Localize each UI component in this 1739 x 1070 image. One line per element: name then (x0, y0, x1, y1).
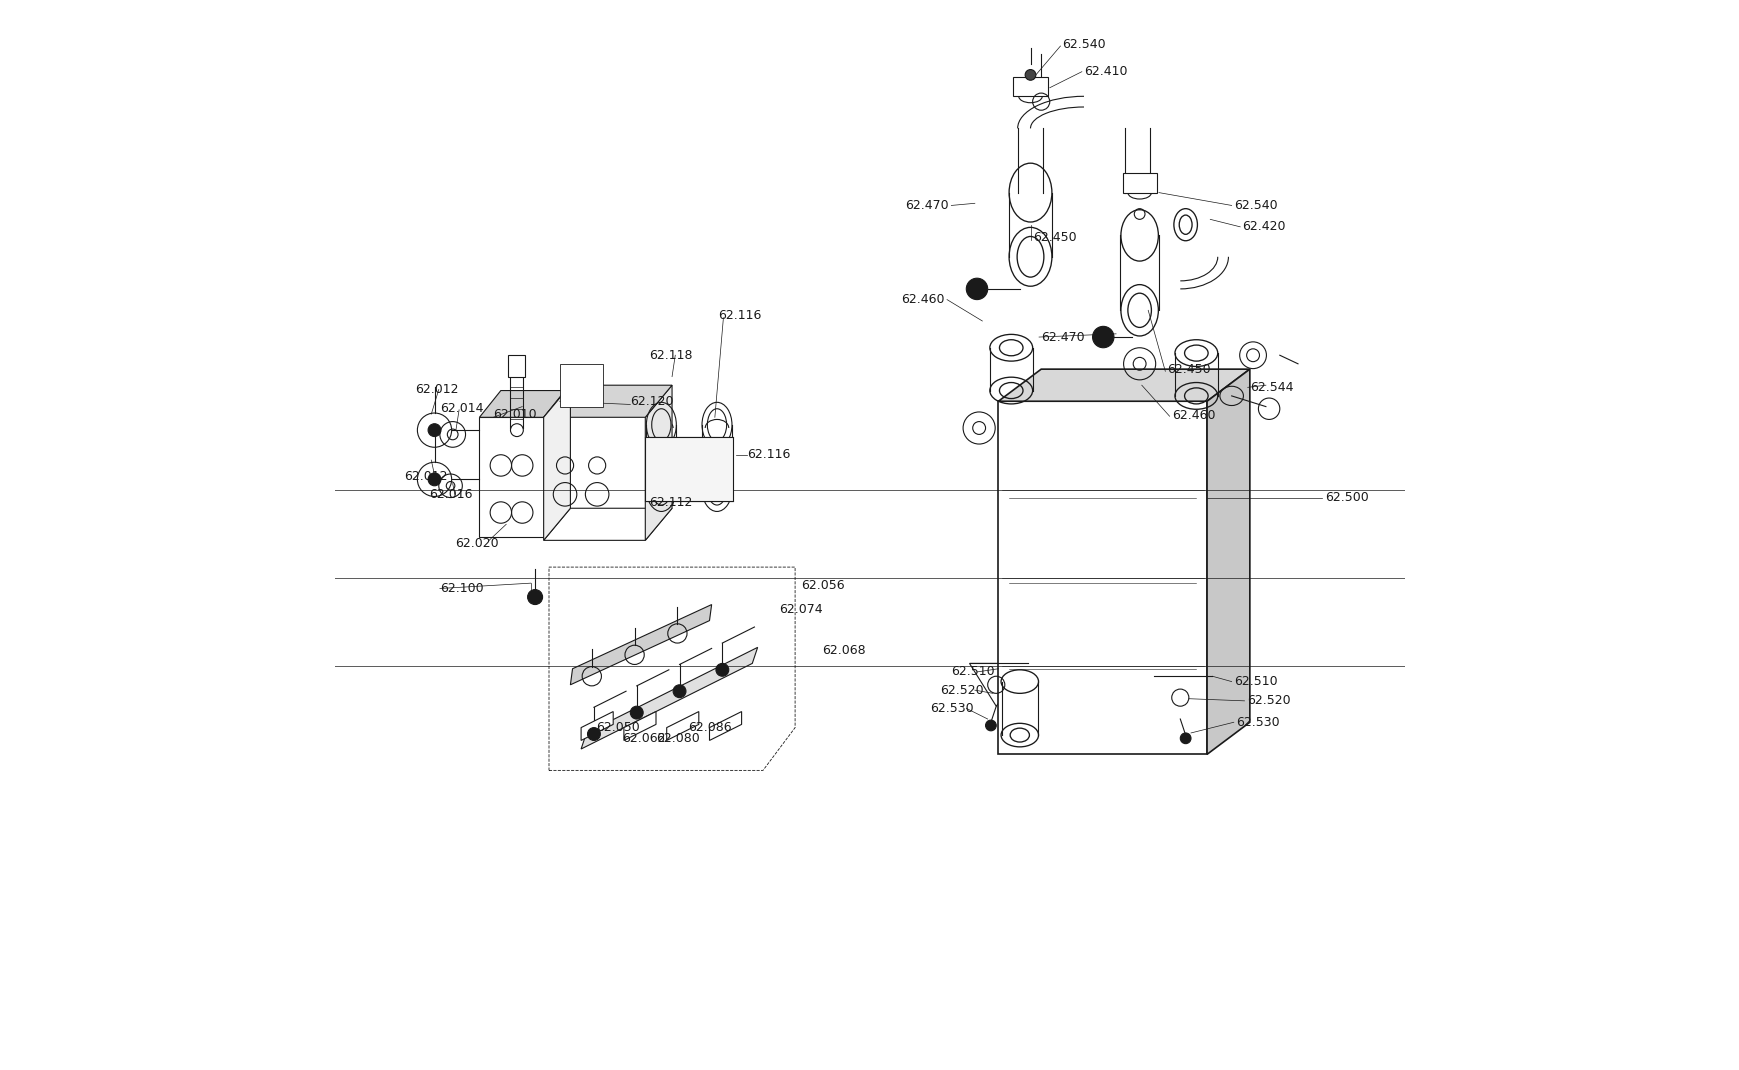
Text: 62.530: 62.530 (1235, 716, 1278, 729)
Text: 62.116: 62.116 (718, 309, 762, 322)
Polygon shape (1207, 369, 1249, 754)
Text: 62.068: 62.068 (821, 644, 864, 657)
Bar (1122, 173, 1156, 193)
Circle shape (984, 720, 996, 731)
Text: 62.530: 62.530 (929, 702, 974, 715)
Polygon shape (543, 385, 570, 540)
Polygon shape (969, 663, 1028, 706)
Text: 62.120: 62.120 (630, 395, 673, 408)
Bar (1012, 77, 1047, 96)
Text: 62.520: 62.520 (941, 684, 984, 697)
Text: 62.112: 62.112 (649, 496, 692, 509)
Text: 62.086: 62.086 (687, 721, 732, 734)
Text: 62.460: 62.460 (901, 293, 944, 306)
Polygon shape (1153, 676, 1212, 719)
Polygon shape (624, 712, 656, 740)
Polygon shape (710, 712, 741, 740)
Text: 62.500: 62.500 (1323, 491, 1367, 504)
Polygon shape (998, 369, 1249, 401)
Polygon shape (543, 508, 671, 540)
Circle shape (673, 685, 685, 698)
Bar (645, 437, 732, 501)
Text: 62.056: 62.056 (802, 579, 845, 592)
Text: 62.410: 62.410 (1083, 65, 1127, 78)
Text: 62.080: 62.080 (656, 732, 699, 745)
Circle shape (428, 424, 440, 437)
Polygon shape (480, 391, 565, 417)
Polygon shape (581, 647, 756, 749)
Text: 62.510: 62.510 (1233, 675, 1276, 688)
Circle shape (527, 590, 543, 605)
Text: 62.450: 62.450 (1031, 231, 1076, 244)
Circle shape (1179, 733, 1189, 744)
Circle shape (1092, 326, 1113, 348)
Polygon shape (998, 401, 1207, 754)
Text: 62.540: 62.540 (1233, 199, 1276, 212)
Ellipse shape (1024, 70, 1035, 80)
Text: 62.014: 62.014 (440, 402, 483, 415)
Polygon shape (645, 385, 671, 540)
Circle shape (630, 706, 643, 719)
Circle shape (428, 473, 440, 486)
Circle shape (965, 278, 988, 300)
Polygon shape (666, 712, 699, 740)
Text: 62.100: 62.100 (440, 582, 483, 595)
Circle shape (588, 728, 600, 740)
Text: 62.012: 62.012 (416, 383, 459, 396)
Text: 62.116: 62.116 (746, 448, 790, 461)
Circle shape (715, 663, 729, 676)
Text: 62.118: 62.118 (649, 349, 692, 362)
Text: 62.010: 62.010 (494, 408, 537, 421)
Text: 62.016: 62.016 (430, 488, 473, 501)
Bar (508, 355, 525, 377)
Text: 62.540: 62.540 (1063, 39, 1106, 51)
Text: 62.420: 62.420 (1242, 220, 1285, 233)
Text: 62.470: 62.470 (1040, 331, 1083, 343)
Text: 62.074: 62.074 (779, 603, 823, 616)
Text: 62.020: 62.020 (454, 537, 497, 550)
Text: 62.012: 62.012 (405, 470, 449, 483)
Text: 62.520: 62.520 (1245, 694, 1290, 707)
Text: 62.050: 62.050 (596, 721, 640, 734)
Polygon shape (581, 712, 612, 740)
Polygon shape (480, 417, 543, 537)
Text: 62.460: 62.460 (1170, 409, 1214, 422)
Text: 62.062: 62.062 (621, 732, 664, 745)
Polygon shape (543, 385, 671, 417)
Text: 62.470: 62.470 (904, 199, 949, 212)
Text: 62.544: 62.544 (1249, 381, 1292, 394)
Bar (560, 364, 602, 407)
Polygon shape (570, 605, 711, 685)
Text: 62.510: 62.510 (951, 666, 995, 678)
Text: 62.450: 62.450 (1167, 363, 1210, 376)
